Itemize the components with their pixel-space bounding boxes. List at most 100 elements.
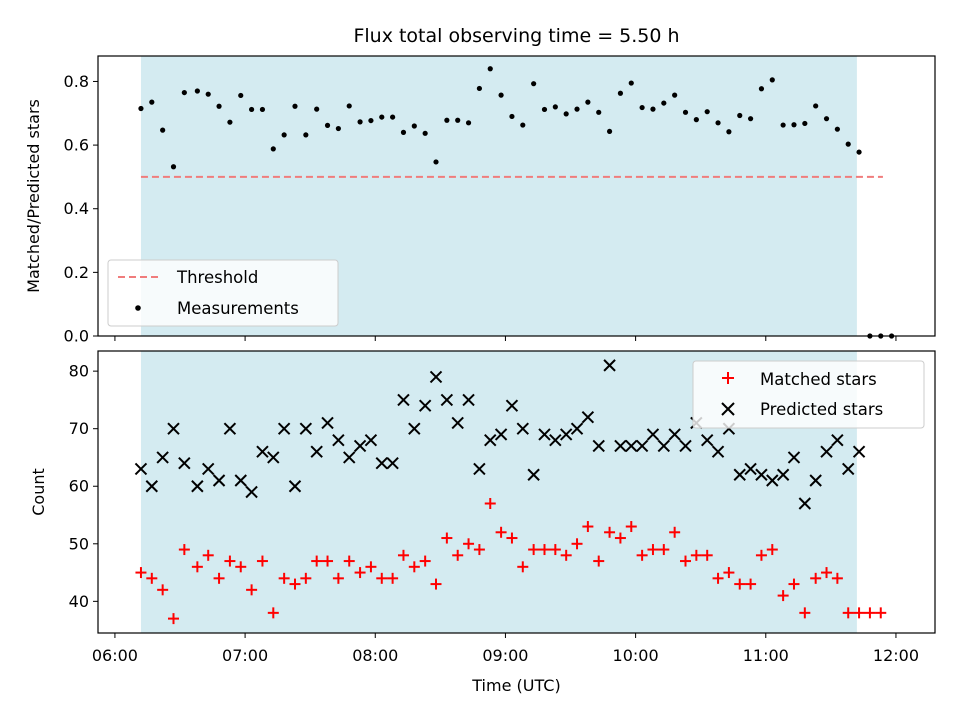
matched-star-point xyxy=(745,578,757,590)
matched-star-point xyxy=(712,572,724,584)
legend-threshold-label: Threshold xyxy=(176,268,258,287)
matched-star-point xyxy=(495,526,507,538)
measurement-point xyxy=(650,106,656,112)
xtick-label: 12:00 xyxy=(873,646,919,665)
panel-ratio-frame xyxy=(97,55,936,337)
matched-star-point xyxy=(484,498,496,510)
legend-counts: Matched stars Predicted stars xyxy=(692,360,925,429)
predicted-star-point xyxy=(809,474,822,487)
matched-star-point xyxy=(669,526,681,538)
predicted-star-point xyxy=(668,428,681,441)
matched-star-point xyxy=(343,555,355,567)
measurement-point xyxy=(465,120,472,126)
predicted-star-point xyxy=(451,416,464,430)
matched-star-point xyxy=(332,572,344,584)
legend-measurements-marker xyxy=(135,305,141,311)
predicted-star-point xyxy=(527,468,540,481)
predicted-star-point xyxy=(766,474,779,487)
predicted-star-point xyxy=(538,428,551,441)
measurement-point xyxy=(181,89,187,96)
predicted-star-point xyxy=(831,433,844,447)
predicted-star-point xyxy=(267,451,280,464)
predicted-star-point xyxy=(440,393,454,407)
panel-ratio-ylabel: Matched/Predicted stars xyxy=(24,99,43,293)
matched-star-point xyxy=(441,532,453,544)
predicted-star-point xyxy=(625,439,638,453)
matched-star-point xyxy=(419,555,431,567)
matched-star-point xyxy=(408,561,420,573)
xtick-label: 11:00 xyxy=(743,646,789,665)
measurement-point xyxy=(249,106,255,113)
measurement-point xyxy=(194,88,200,94)
matched-star-point xyxy=(246,584,258,596)
panel-counts-xlabel: Time (UTC) xyxy=(471,676,560,695)
ytick-label: 0.4 xyxy=(64,199,89,218)
measurement-point xyxy=(138,105,144,112)
matched-star-point xyxy=(647,544,659,556)
predicted-star-point xyxy=(429,370,443,384)
measurement-point xyxy=(455,117,461,123)
ytick-label: 50 xyxy=(69,534,89,553)
matched-star-point xyxy=(267,607,279,619)
matched-star-point xyxy=(821,567,833,579)
xtick-label: 10:00 xyxy=(613,646,659,665)
matched-star-point xyxy=(300,572,312,584)
predicted-star-point xyxy=(134,462,148,476)
matched-star-point xyxy=(135,567,147,579)
measurement-point xyxy=(715,120,721,126)
predicted-star-point xyxy=(473,462,486,476)
matched-star-point xyxy=(842,607,854,619)
matched-star-point xyxy=(831,572,843,584)
measurement-point xyxy=(357,119,363,125)
predicted-star-point xyxy=(559,428,573,441)
measurement-point xyxy=(791,122,797,128)
measurement-point xyxy=(170,164,177,170)
ytick-label: 0.2 xyxy=(64,263,89,282)
matched-star-point xyxy=(864,607,876,619)
predicted-star-point xyxy=(484,433,497,447)
matched-star-point xyxy=(289,578,301,590)
measurement-point xyxy=(324,122,331,128)
measurement-point xyxy=(400,129,407,135)
legend-measurements-label: Measurements xyxy=(177,299,299,318)
measurement-point xyxy=(314,106,320,112)
predicted-star-point xyxy=(397,393,410,407)
measurement-point xyxy=(444,117,450,123)
predicted-star-point xyxy=(277,422,291,435)
measurement-point xyxy=(422,130,428,136)
matched-star-point xyxy=(311,555,323,567)
measurement-point xyxy=(281,132,287,138)
measurement-point xyxy=(737,112,743,119)
ytick-label: 0.6 xyxy=(64,136,89,155)
measurement-point xyxy=(368,117,374,124)
predicted-star-point xyxy=(364,433,378,447)
predicted-star-point xyxy=(776,468,790,481)
measurement-point xyxy=(585,99,591,105)
measurement-point xyxy=(433,159,439,165)
matched-star-point xyxy=(538,544,550,556)
matched-star-point xyxy=(680,555,692,567)
measurement-point xyxy=(531,81,537,87)
ytick-label: 80 xyxy=(69,362,89,381)
legend-counts-box xyxy=(692,360,925,429)
measurement-point xyxy=(726,129,732,135)
matched-star-point xyxy=(213,572,225,584)
panel-counts: 40 50 60 70 80 06:00 07:00 08:00 09:00 10:00 11:0… xyxy=(29,350,936,695)
measurement-point xyxy=(813,103,819,109)
matched-star-point xyxy=(788,578,800,590)
measurement-point xyxy=(563,111,569,117)
legend-ratio: Threshold Measurements xyxy=(107,259,339,327)
predicted-star-point xyxy=(852,445,866,458)
predicted-star-point xyxy=(505,399,519,412)
predicted-star-point xyxy=(603,359,616,372)
matched-star-point xyxy=(224,555,236,567)
panel-ratio: 0.0 0.2 0.4 0.6 0.8 Flux total observing tim… xyxy=(24,25,936,346)
matched-star-point xyxy=(734,578,746,590)
predicted-star-point xyxy=(657,439,671,453)
predicted-star-point xyxy=(212,474,226,487)
predicted-star-point xyxy=(744,462,757,476)
predicted-star-point xyxy=(798,497,812,510)
matched-star-point xyxy=(582,521,594,533)
matched-star-point xyxy=(235,561,247,573)
